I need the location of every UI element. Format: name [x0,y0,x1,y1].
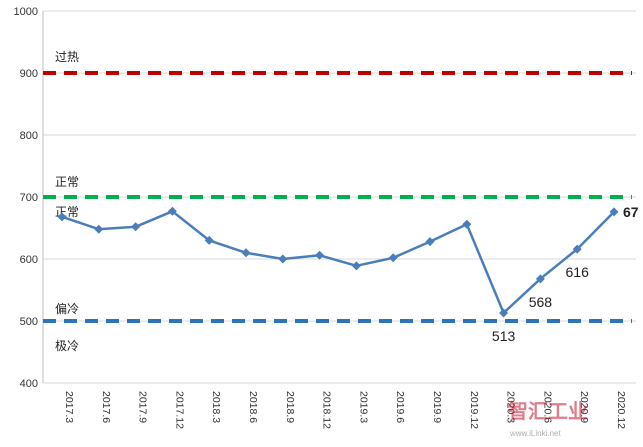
data-point-2018.9 [278,254,288,264]
y-tick-label-800: 800 [20,130,38,142]
x-tick-label-2017.3: 2017.3 [63,391,75,423]
x-tick-label-2018.6: 2018.6 [247,391,259,423]
data-label-2020.6: 568 [529,294,553,310]
data-point-2020.9 [572,244,582,254]
y-tick-label-700: 700 [20,192,38,204]
data-point-2018.12 [315,250,325,260]
y-tick-label-1000: 1000 [14,6,38,18]
x-tick-label-2020.6: 2020.6 [541,391,553,423]
data-point-2017.12 [167,206,177,216]
x-tick-label-2019.6: 2019.6 [394,391,406,423]
y-axis-ticks: 400 500 600 700 800 900 1000 [14,6,38,390]
data-point-2020.3 [499,308,509,318]
x-tick-label-2018.9: 2018.9 [284,391,296,423]
data-point-2017.3 [57,212,67,222]
data-point-2017.6 [94,224,104,234]
x-tick-label-2019.3: 2019.3 [357,391,369,423]
x-axis-ticks: 2017.3 2017.6 2017.9 2017.12 2018.3 2018.6 201… [63,391,627,429]
zone-label-cold: 极冷 [55,339,79,353]
x-tick-label-2020.3: 2020.3 [505,391,517,423]
data-point-2019.12 [462,219,472,229]
zone-label-overheat: 过热 [55,50,79,64]
y-tick-label-600: 600 [20,254,38,266]
x-tick-label-2017.12: 2017.12 [173,391,185,429]
data-point-2018.6 [241,248,251,258]
zone-label-normal-upper: 正常 [55,175,79,189]
data-label-2020.12: 67 [623,204,639,220]
watermark-text: 智汇工业 [508,399,588,423]
watermark-url: www.iLinki.net [509,429,561,438]
data-label-2020.9: 616 [566,264,590,280]
watermark: 智汇工业 www.iLinki.net [508,399,588,438]
zone-label-cool: 偏冷 [55,301,79,316]
data-point-2020.12 [609,207,619,217]
series-line [61,210,615,315]
data-point-2018.3 [204,235,214,245]
data-point-2017.9 [131,222,141,232]
x-tick-label-2017.9: 2017.9 [137,391,149,423]
y-tick-label-900: 900 [20,68,38,80]
x-tick-label-2018.3: 2018.3 [210,391,222,423]
x-tick-label-2020.12: 2020.12 [615,391,627,429]
y-tick-label-500: 500 [20,316,38,328]
x-tick-label-2020.9: 2020.9 [578,391,590,423]
data-point-2020.6 [535,274,545,284]
x-tick-label-2018.12: 2018.12 [321,391,333,429]
series [57,206,619,318]
data-label-2020.3: 513 [492,328,516,344]
x-tick-label-2019.12: 2019.12 [468,391,480,429]
data-point-2019.3 [351,261,361,271]
x-tick-label-2019.9: 2019.9 [431,391,443,423]
reference-lines [43,71,632,323]
x-tick-label-2017.6: 2017.6 [100,391,112,423]
zone-labels: 过热 正常 正常 偏冷 极冷 [55,50,79,353]
y-tick-label-400: 400 [20,378,38,390]
data-point-2019.9 [425,237,435,247]
data-point-2019.6 [388,253,398,263]
data-labels: 513 568 616 67 [492,204,639,344]
